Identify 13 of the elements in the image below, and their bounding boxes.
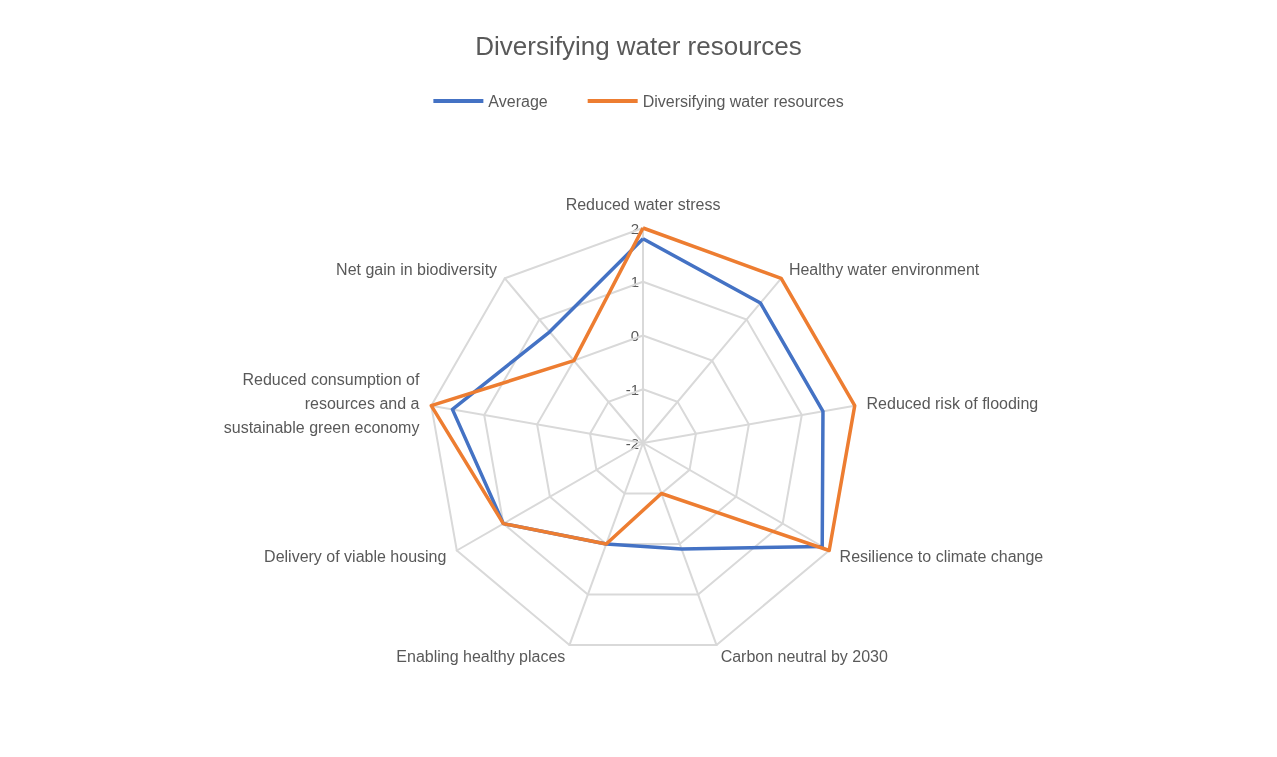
spoke-label: Carbon neutral by 2030 <box>720 647 888 665</box>
spoke-label: Healthy water environment <box>788 260 980 278</box>
legend-label: Average <box>488 92 548 110</box>
spoke-label: Delivery of viable housing <box>264 548 447 565</box>
y-tick-label: 2 <box>630 219 639 237</box>
spoke-label: Reduced water stress <box>565 195 721 213</box>
spoke-label: Net gain in biodiversity <box>336 260 498 278</box>
spoke-label: Reduced risk of flooding <box>866 395 1039 413</box>
spoke-label: Resilience to climate change <box>839 548 1044 565</box>
spoke-label: Reduced consumption of resources and a sustainable green economy <box>223 371 420 437</box>
legend-label: Diversifying water resources <box>642 92 844 110</box>
chart-title: Diversifying water resources <box>475 31 802 61</box>
spoke-label: Enabling healthy places <box>396 647 566 665</box>
